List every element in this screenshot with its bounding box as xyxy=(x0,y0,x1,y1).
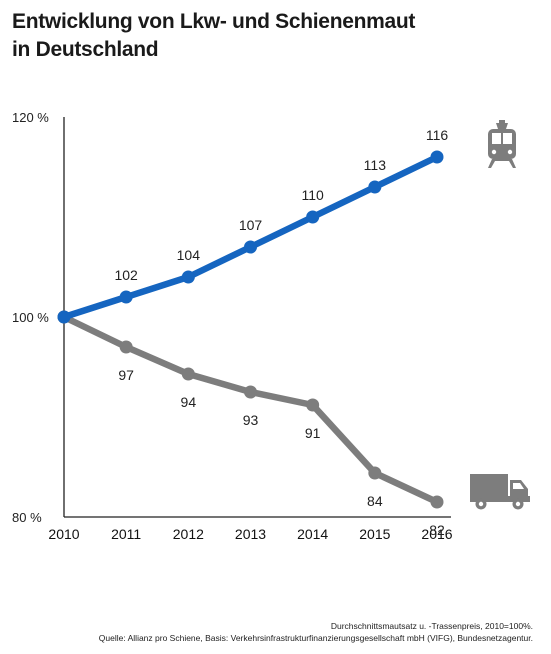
truck-data-label: 93 xyxy=(243,412,259,428)
x-tick-label: 2011 xyxy=(111,526,141,542)
truck-data-label: 97 xyxy=(118,367,134,383)
rail-data-point xyxy=(306,210,320,224)
rail-data-label: 116 xyxy=(426,127,449,143)
truck-data-point xyxy=(368,466,382,480)
truck-data-label: 91 xyxy=(305,425,321,441)
rail-data-point xyxy=(57,310,71,324)
icons xyxy=(470,120,530,510)
rail-data-label: 104 xyxy=(177,247,201,263)
truck-data-point xyxy=(119,340,133,354)
train-icon xyxy=(488,120,516,168)
x-tick-label: 2015 xyxy=(359,526,390,542)
x-tick-label: 2016 xyxy=(421,526,452,542)
truck-data-point xyxy=(430,495,444,509)
chart-title: Entwicklung von Lkw- und Schienenmaut in… xyxy=(12,8,512,64)
chart-title-line-1: Entwicklung von Lkw- und Schienenmaut xyxy=(12,10,416,33)
line-chart: 120 % 100 % 80 % 2010 2011 2012 2013 2014 2015 20… xyxy=(12,110,530,542)
truck-data-label: 84 xyxy=(367,493,383,509)
source-note: Quelle: Allianz pro Schiene, Basis: Verk… xyxy=(98,633,533,643)
y-tick-label: 120 % xyxy=(12,110,49,125)
rail-data-label: 113 xyxy=(364,157,387,173)
chart-title-line-2: in Deutschland xyxy=(12,38,159,61)
truck-data-point xyxy=(244,385,257,399)
chart-notes: Durchschnittsmautsatz u. -Trassenpreis, … xyxy=(99,620,533,644)
x-tick-label: 2012 xyxy=(173,526,204,542)
truck-data-point xyxy=(181,367,195,381)
rail-data-label: 102 xyxy=(114,267,138,283)
truck-data-label: 94 xyxy=(181,394,197,410)
rail-series-line xyxy=(60,153,441,321)
truck-data-point xyxy=(306,398,320,412)
x-tick-label: 2010 xyxy=(48,526,79,542)
x-tick-label: 2014 xyxy=(297,526,328,542)
series-layer: 102 104 107 110 113 116 97 94 93 91 84 82 xyxy=(57,127,449,538)
rail-data-point xyxy=(119,290,133,304)
axes: 120 % 100 % 80 % 2010 2011 2012 2013 2014 2015 20… xyxy=(12,110,453,542)
rail-data-label: 110 xyxy=(302,187,325,203)
y-tick-label: 100 % xyxy=(12,310,49,325)
x-tick-label: 2013 xyxy=(235,526,266,542)
rail-data-point xyxy=(368,180,382,194)
definition-note: Durchschnittsmautsatz u. -Trassenpreis, … xyxy=(330,621,533,631)
truck-data-label: 82 xyxy=(429,522,445,538)
rail-data-point xyxy=(430,150,444,164)
y-tick-label: 80 % xyxy=(12,510,42,525)
rail-data-point xyxy=(244,240,257,254)
rail-data-point xyxy=(181,270,195,284)
rail-data-label: 107 xyxy=(239,217,263,233)
truck-icon xyxy=(470,474,530,510)
